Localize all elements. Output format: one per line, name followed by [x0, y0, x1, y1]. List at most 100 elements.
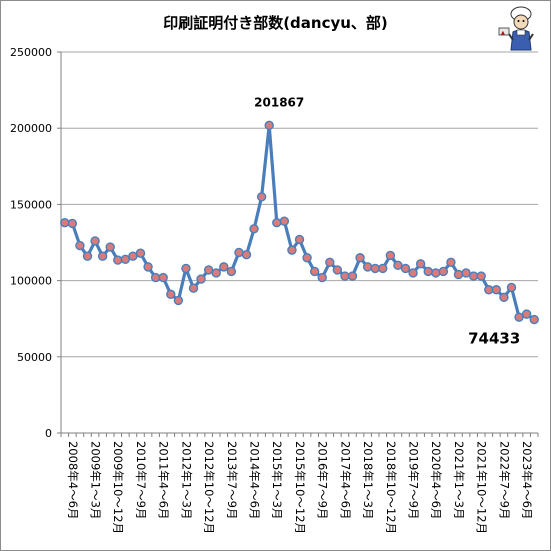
data-point: [340, 271, 350, 281]
data-point: [234, 247, 244, 258]
axes: [57, 51, 539, 437]
data-point: [128, 251, 138, 261]
y-tick-label: 250000: [10, 46, 52, 59]
data-point: [332, 265, 343, 275]
x-tick-label: 2013年7～9月: [225, 441, 239, 519]
mascot-logo: ▲: [498, 6, 534, 51]
data-point: [82, 251, 93, 261]
series-dancyu: [60, 120, 539, 325]
data-point: [453, 269, 464, 280]
data-point: [529, 314, 539, 325]
data-point: [355, 253, 365, 263]
x-tick-label: 2011年4～6月: [157, 441, 171, 519]
data-point: [400, 263, 411, 274]
data-point: [294, 234, 305, 245]
data-point: [302, 253, 312, 263]
data-point: [408, 268, 418, 278]
series-line: [64, 123, 536, 321]
data-point: [188, 283, 199, 293]
x-tick-label: 2021年1～3月: [452, 441, 466, 519]
data-point: [256, 192, 267, 202]
data-point: [150, 272, 161, 283]
data-point: [219, 262, 229, 272]
data-point: [272, 217, 282, 228]
data-point: [166, 289, 176, 300]
x-tick-label: 2012年1～3月: [179, 441, 193, 519]
data-point: [491, 285, 502, 295]
data-point: [264, 120, 274, 131]
x-axis-tick-labels: 2008年4～6月 2009年1～3月 2009年10～12月 2010年7～9月 20…: [66, 441, 534, 534]
svg-text:▲: ▲: [501, 30, 505, 36]
data-label-latest: 74433: [468, 330, 520, 348]
data-point: [158, 272, 168, 283]
x-tick-label: 2018年10～12月: [384, 441, 398, 534]
data-point: [347, 271, 358, 281]
data-point: [97, 251, 108, 261]
x-tick-label: 2018年1～3月: [361, 441, 375, 519]
data-point: [362, 262, 373, 272]
x-tick-label: 2016年7～9月: [316, 441, 330, 519]
data-point: [113, 255, 123, 265]
data-point: [105, 242, 115, 252]
data-point: [499, 292, 509, 303]
data-point: [423, 266, 433, 277]
data-point: [325, 257, 335, 268]
x-tick-label: 2010年7～9月: [134, 441, 148, 519]
data-point: [415, 259, 426, 269]
x-tick-label: 2015年10～12月: [293, 441, 307, 534]
data-point: [393, 260, 403, 271]
x-tick-label: 2023年4～6月: [520, 441, 534, 519]
data-point: [385, 250, 396, 261]
data-point: [196, 274, 206, 284]
data-point: [226, 266, 237, 277]
x-tick-label: 2009年10～12月: [111, 441, 125, 534]
data-point: [378, 263, 388, 274]
x-tick-label: 2014年4～6月: [248, 441, 262, 519]
y-tick-label: 0: [45, 427, 52, 440]
data-point: [370, 263, 380, 274]
x-tick-label: 2017年4～6月: [338, 441, 352, 519]
data-point: [75, 240, 85, 251]
x-tick-label: 2008年4～6月: [66, 441, 80, 519]
x-tick-label: 2019年7～9月: [407, 441, 421, 519]
y-tick-label: 100000: [10, 275, 52, 288]
chart-title: 印刷証明付き部数(dancyu、部): [163, 14, 388, 32]
data-point: [279, 216, 290, 226]
data-point: [211, 268, 221, 278]
x-tick-label: 2012年10～12月: [202, 441, 216, 534]
data-point: [506, 282, 517, 293]
data-point: [181, 263, 191, 274]
data-point: [521, 309, 532, 319]
data-label-peak: 201867: [254, 95, 304, 109]
data-point: [249, 224, 259, 234]
data-point: [241, 249, 252, 260]
data-labels: 201867 74433: [254, 95, 520, 347]
data-point: [468, 271, 479, 281]
data-point: [60, 217, 70, 228]
data-point: [120, 254, 131, 264]
data-point: [287, 245, 297, 255]
data-point: [514, 312, 524, 322]
data-point: [484, 285, 494, 295]
data-point: [143, 262, 153, 272]
data-point: [135, 248, 146, 258]
data-point: [309, 266, 320, 277]
x-tick-label: 2015年1～3月: [270, 441, 284, 519]
x-tick-label: 2009年1～3月: [89, 441, 103, 519]
y-axis-tick-labels: 0 50000 100000 150000 200000 250000: [10, 46, 52, 440]
x-tick-label: 2021年10～12月: [475, 441, 489, 534]
y-tick-label: 200000: [10, 122, 52, 135]
data-point: [203, 265, 214, 275]
data-point: [476, 271, 486, 281]
y-tick-label: 50000: [17, 351, 52, 364]
data-point: [446, 257, 456, 268]
data-point: [173, 295, 184, 306]
data-point: [431, 268, 441, 278]
data-point: [461, 268, 471, 278]
x-tick-label: 2022年7～9月: [497, 441, 511, 519]
data-point: [67, 218, 78, 229]
data-point: [317, 272, 327, 283]
x-tick-label: 2020年4～6月: [429, 441, 443, 519]
data-point: [90, 236, 100, 246]
